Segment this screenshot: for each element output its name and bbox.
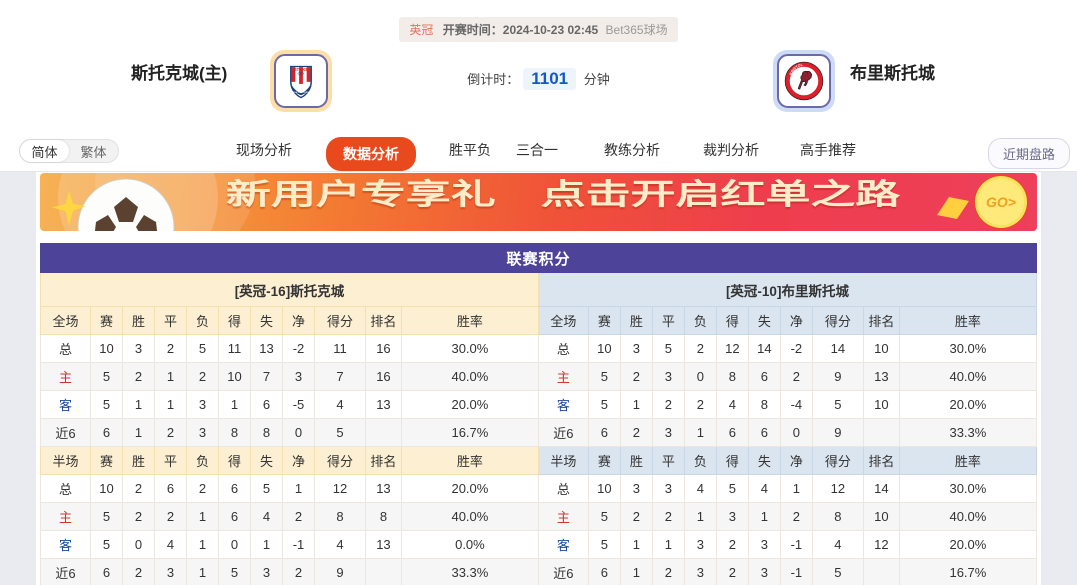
svg-text:THE POTTERS: THE POTTERS [293, 92, 309, 94]
